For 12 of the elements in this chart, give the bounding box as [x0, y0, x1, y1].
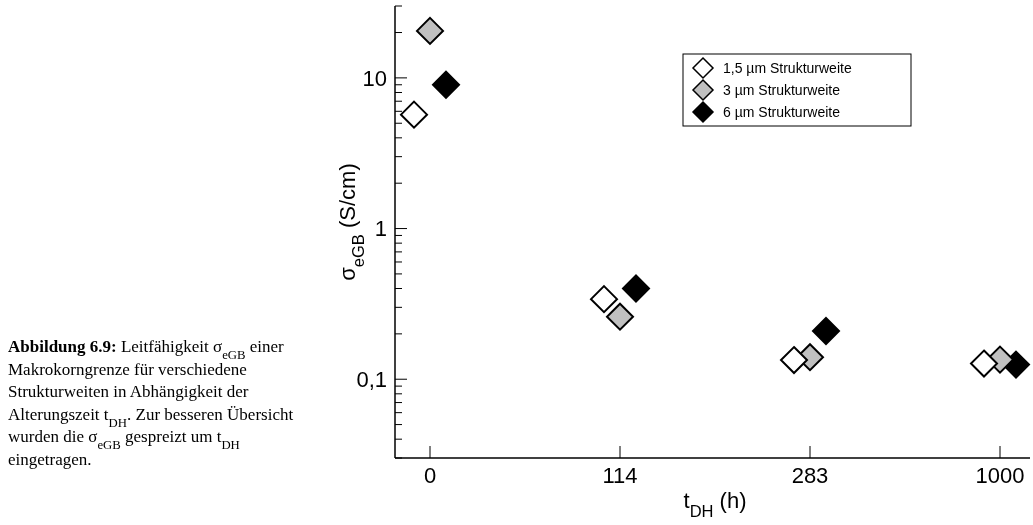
legend-label: 6 µm Strukturweite — [723, 103, 841, 120]
y-tick-label: 10 — [362, 65, 387, 91]
x-axis-title: t$_{DH}$ (h) — [683, 488, 747, 520]
legend-label: 1,5 µm Strukturweite — [723, 59, 852, 76]
y-tick-label: 0,1 — [356, 366, 387, 392]
x-tick-label: 114 — [602, 463, 638, 488]
legend-label: 3 µm Strukturweite — [723, 81, 841, 98]
x-tick-label: 1000 — [975, 463, 1025, 488]
text: Abbildung 6.9: Leitfähigkeit σ$_{eGB}$ einer Makrokorngrenze für verschiedene Strukturweiten in Abhängigkeit der Alterungszeit t$_{DH}$. Zur besseren Übersicht wurden die σ$_{eGB}$ gespreizt um t$_{DH}$ eingetragen. — [8, 337, 294, 469]
x-tick-label: 0 — [423, 463, 437, 488]
x-tick-label: 283 — [791, 463, 829, 488]
y-tick-label: 1 — [374, 216, 387, 242]
